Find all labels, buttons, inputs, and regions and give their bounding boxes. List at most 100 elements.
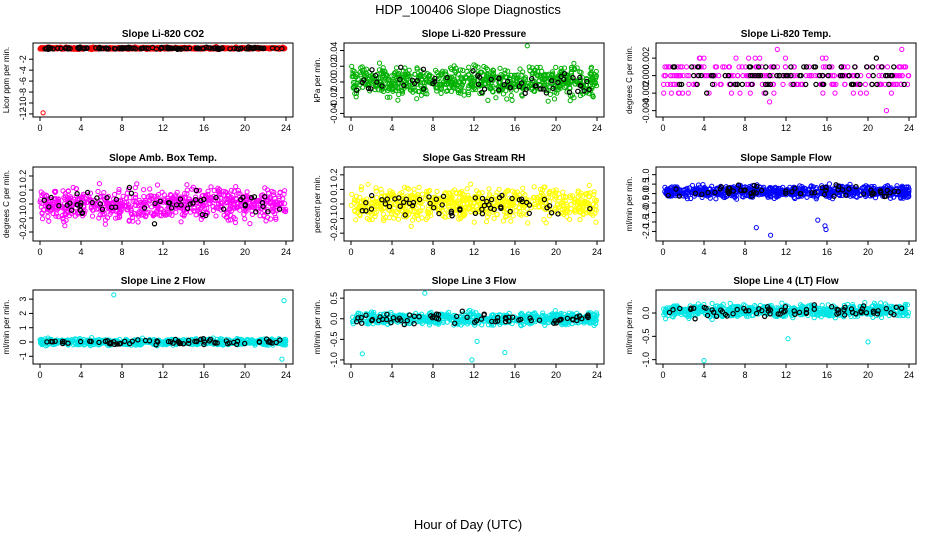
- data-point: [376, 67, 382, 73]
- data-point: [218, 207, 224, 213]
- data-point: [412, 71, 418, 77]
- data-point: [517, 66, 523, 72]
- data-points: [37, 44, 288, 116]
- y-axis-label: degrees C per min.: [2, 170, 11, 238]
- data-point: [423, 77, 430, 83]
- data-point: [350, 68, 356, 74]
- overlay-point: [817, 72, 823, 79]
- overlay-point: [801, 64, 807, 70]
- data-point: [513, 87, 519, 93]
- overlay-point: [812, 64, 819, 70]
- data-point: [863, 90, 870, 96]
- data-point: [282, 188, 288, 194]
- overlay-point: [470, 68, 476, 74]
- data-points: [348, 181, 600, 229]
- data-point: [55, 196, 62, 202]
- x-tick-label: 0: [348, 123, 353, 133]
- overlay-point: [481, 86, 488, 92]
- data-point: [819, 55, 826, 61]
- overlay-point: [776, 72, 783, 79]
- overlay-point: [84, 189, 91, 196]
- data-point: [126, 218, 132, 224]
- overlay-point: [803, 81, 809, 88]
- overlay-point: [698, 72, 705, 79]
- data-point: [213, 205, 219, 211]
- overlay-point: [798, 72, 804, 79]
- data-point: [661, 81, 667, 88]
- data-point: [464, 186, 470, 192]
- panel-title: Slope Li-820 CO2: [122, 29, 205, 40]
- data-point: [256, 208, 262, 214]
- data-point: [124, 199, 130, 205]
- x-tick-label: 12: [158, 247, 168, 257]
- data-point: [884, 64, 891, 70]
- overlay-point: [82, 45, 88, 52]
- overlay-point: [864, 64, 870, 70]
- data-point: [471, 219, 477, 225]
- overlay-point: [119, 46, 125, 52]
- y-axis-label: ml/min per min.: [625, 177, 634, 232]
- data-point: [717, 81, 723, 88]
- overlay-point: [374, 79, 380, 85]
- outlier-point: [815, 217, 821, 223]
- overlay-point: [873, 55, 880, 61]
- overlay-point: [518, 80, 525, 86]
- data-point: [213, 213, 219, 219]
- overlay-point: [126, 45, 132, 51]
- data-point: [141, 193, 147, 200]
- data-point: [662, 73, 669, 79]
- data-point: [525, 220, 531, 226]
- data-point: [121, 203, 128, 209]
- data-point: [369, 76, 375, 82]
- data-point: [134, 181, 140, 187]
- data-point: [712, 81, 718, 88]
- outlier-point: [899, 46, 905, 53]
- data-point: [195, 204, 201, 211]
- overlay-point: [846, 72, 852, 79]
- overlay-point: [257, 45, 263, 51]
- overlay-point: [475, 81, 482, 88]
- overlay-point: [870, 72, 876, 79]
- overlay-point: [67, 45, 73, 52]
- data-point: [898, 81, 904, 88]
- data-point: [531, 184, 537, 190]
- data-point: [558, 65, 564, 72]
- overlay-point: [749, 72, 755, 79]
- overlay-point: [186, 45, 193, 52]
- data-point: [417, 73, 423, 79]
- overlay-point: [788, 72, 794, 79]
- chart-panel-3: Slope Li-820 Temp.degrees C per min.0 4 8 1…: [625, 29, 917, 133]
- overlay-point: [178, 46, 184, 52]
- overlay-point: [767, 72, 773, 79]
- y-axis-label: Licor ppm per min.: [2, 47, 11, 113]
- data-point: [520, 185, 526, 191]
- x-tick-label: 24: [281, 123, 291, 133]
- data-point: [470, 83, 476, 89]
- data-point: [774, 46, 780, 53]
- panel-title: Slope Line 2 Flow: [121, 276, 206, 287]
- overlay-point: [821, 81, 827, 88]
- data-point: [541, 217, 547, 223]
- data-point: [173, 209, 179, 215]
- data-point: [520, 69, 526, 75]
- overlay-point: [694, 81, 700, 88]
- overlay-point: [369, 67, 375, 73]
- overlay-point: [409, 77, 416, 84]
- overlay-point: [747, 64, 754, 70]
- data-point: [90, 207, 96, 213]
- data-point: [395, 97, 401, 103]
- data-point: [782, 64, 789, 70]
- data-point: [466, 72, 472, 78]
- data-point: [154, 182, 161, 188]
- x-tick-label: 20: [240, 123, 250, 133]
- overlay-point: [550, 85, 556, 92]
- data-point: [823, 55, 829, 61]
- x-tick-label: 24: [592, 123, 602, 133]
- data-point: [127, 195, 133, 201]
- overlay-point: [143, 45, 149, 51]
- data-point: [129, 215, 136, 221]
- data-point: [509, 97, 515, 104]
- data-point: [829, 81, 835, 88]
- y-tick-label: -8: [18, 88, 28, 96]
- x-tick-label: 0: [37, 247, 42, 257]
